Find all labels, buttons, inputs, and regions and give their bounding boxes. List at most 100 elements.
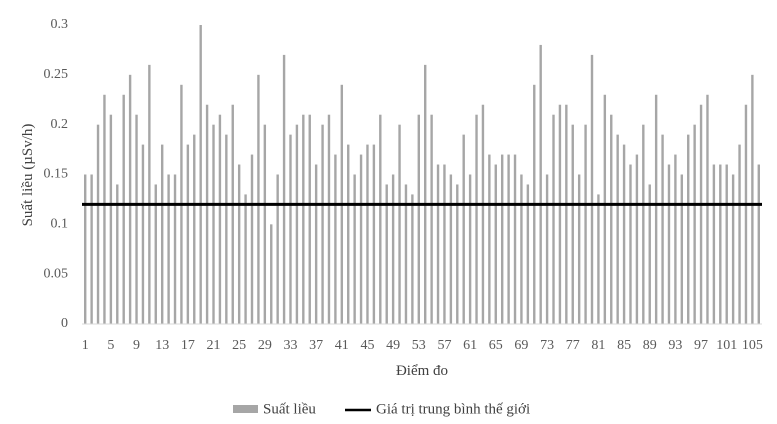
x-tick-label: 65 xyxy=(489,338,503,353)
bar xyxy=(103,94,106,325)
x-tick-label: 105 xyxy=(742,338,763,353)
x-tick-label: 57 xyxy=(437,338,451,353)
bar xyxy=(500,154,504,324)
bar xyxy=(391,174,395,324)
bar xyxy=(597,194,600,324)
bar xyxy=(539,44,542,325)
y-tick-label: 0.2 xyxy=(51,117,69,132)
bar xyxy=(135,114,138,324)
bar xyxy=(257,74,260,324)
bar xyxy=(757,164,760,324)
bar xyxy=(302,114,305,324)
bar xyxy=(398,124,401,324)
bar xyxy=(167,174,170,324)
bar xyxy=(154,184,157,324)
bar xyxy=(295,124,299,324)
x-tick-label: 5 xyxy=(107,338,114,353)
bar xyxy=(751,74,754,324)
bar xyxy=(218,114,222,324)
bar xyxy=(353,174,356,324)
y-tick-label: 0.3 xyxy=(51,17,69,32)
bar xyxy=(205,104,209,324)
bar xyxy=(308,114,311,324)
bar xyxy=(507,154,510,324)
bar xyxy=(193,134,196,324)
bar xyxy=(334,154,337,324)
bar xyxy=(372,144,376,324)
bar xyxy=(443,164,446,324)
legend: Suất liều Giá trị trung bình thế giới xyxy=(233,401,530,417)
bar xyxy=(494,164,497,324)
x-tick-label: 73 xyxy=(540,338,554,353)
bar xyxy=(558,104,562,324)
bar xyxy=(610,114,613,324)
x-tick-label: 93 xyxy=(668,338,682,353)
x-tick-label: 53 xyxy=(412,338,426,353)
bar xyxy=(616,134,619,324)
y-tick-label: 0 xyxy=(61,316,68,331)
bar xyxy=(706,94,709,325)
bar xyxy=(109,114,113,324)
bar xyxy=(160,144,164,324)
legend-label-reference: Giá trị trung bình thế giới xyxy=(376,401,530,417)
x-axis-title: Điểm đo xyxy=(396,363,448,379)
bar xyxy=(603,94,607,325)
x-tick-label: 25 xyxy=(232,338,246,353)
bar xyxy=(475,114,478,324)
bar xyxy=(699,104,703,324)
bar xyxy=(687,134,690,324)
bar xyxy=(456,184,459,324)
bar xyxy=(648,184,651,324)
bar xyxy=(270,224,273,324)
bar xyxy=(654,94,658,325)
x-tick-label: 77 xyxy=(566,338,580,353)
bar xyxy=(122,94,125,325)
bar xyxy=(411,194,414,324)
bar xyxy=(148,64,151,325)
bar xyxy=(327,114,331,324)
bar xyxy=(225,134,228,324)
bar xyxy=(359,154,363,324)
bar xyxy=(571,124,574,324)
y-axis-title: Suất liều (µSv/h) xyxy=(20,124,36,227)
bar xyxy=(417,114,420,324)
bar xyxy=(488,154,491,324)
x-tick-label: 81 xyxy=(591,338,605,353)
bar xyxy=(731,174,735,324)
x-axis-ticks: 1 5 9 13 17 21 25 29 33 37 41 45 49 53 57 61 65 69 73 77 81 8… xyxy=(82,338,763,353)
bar xyxy=(289,134,292,324)
bar xyxy=(430,114,433,324)
x-tick-label: 61 xyxy=(463,338,477,353)
bar xyxy=(468,174,472,324)
x-tick-label: 45 xyxy=(360,338,374,353)
y-axis-ticks: 0 0.05 0.1 0.15 0.2 0.25 0.3 xyxy=(44,17,69,331)
bar xyxy=(738,144,741,324)
bar xyxy=(584,124,587,324)
x-tick-label: 33 xyxy=(283,338,297,353)
bar xyxy=(424,64,427,325)
bar xyxy=(674,154,677,324)
x-tick-label: 85 xyxy=(617,338,631,353)
bar xyxy=(366,144,369,324)
bar xyxy=(276,174,279,324)
bar xyxy=(481,104,485,324)
bar xyxy=(199,25,202,324)
bar xyxy=(667,164,671,324)
x-tick-label: 1 xyxy=(82,338,89,353)
bar xyxy=(96,124,100,324)
bar xyxy=(629,164,632,324)
bar xyxy=(712,164,716,324)
x-tick-label: 29 xyxy=(258,338,272,353)
bar xyxy=(719,164,722,324)
legend-label-bars: Suất liều xyxy=(263,401,316,417)
bar xyxy=(590,54,594,325)
bar xyxy=(186,144,190,324)
y-tick-label: 0.15 xyxy=(44,167,69,182)
x-tick-label: 21 xyxy=(207,338,221,353)
x-tick-label: 41 xyxy=(335,338,349,353)
bar xyxy=(231,104,234,324)
bar xyxy=(244,194,247,324)
bar xyxy=(347,144,350,324)
bar xyxy=(642,124,645,324)
bar xyxy=(436,164,440,324)
